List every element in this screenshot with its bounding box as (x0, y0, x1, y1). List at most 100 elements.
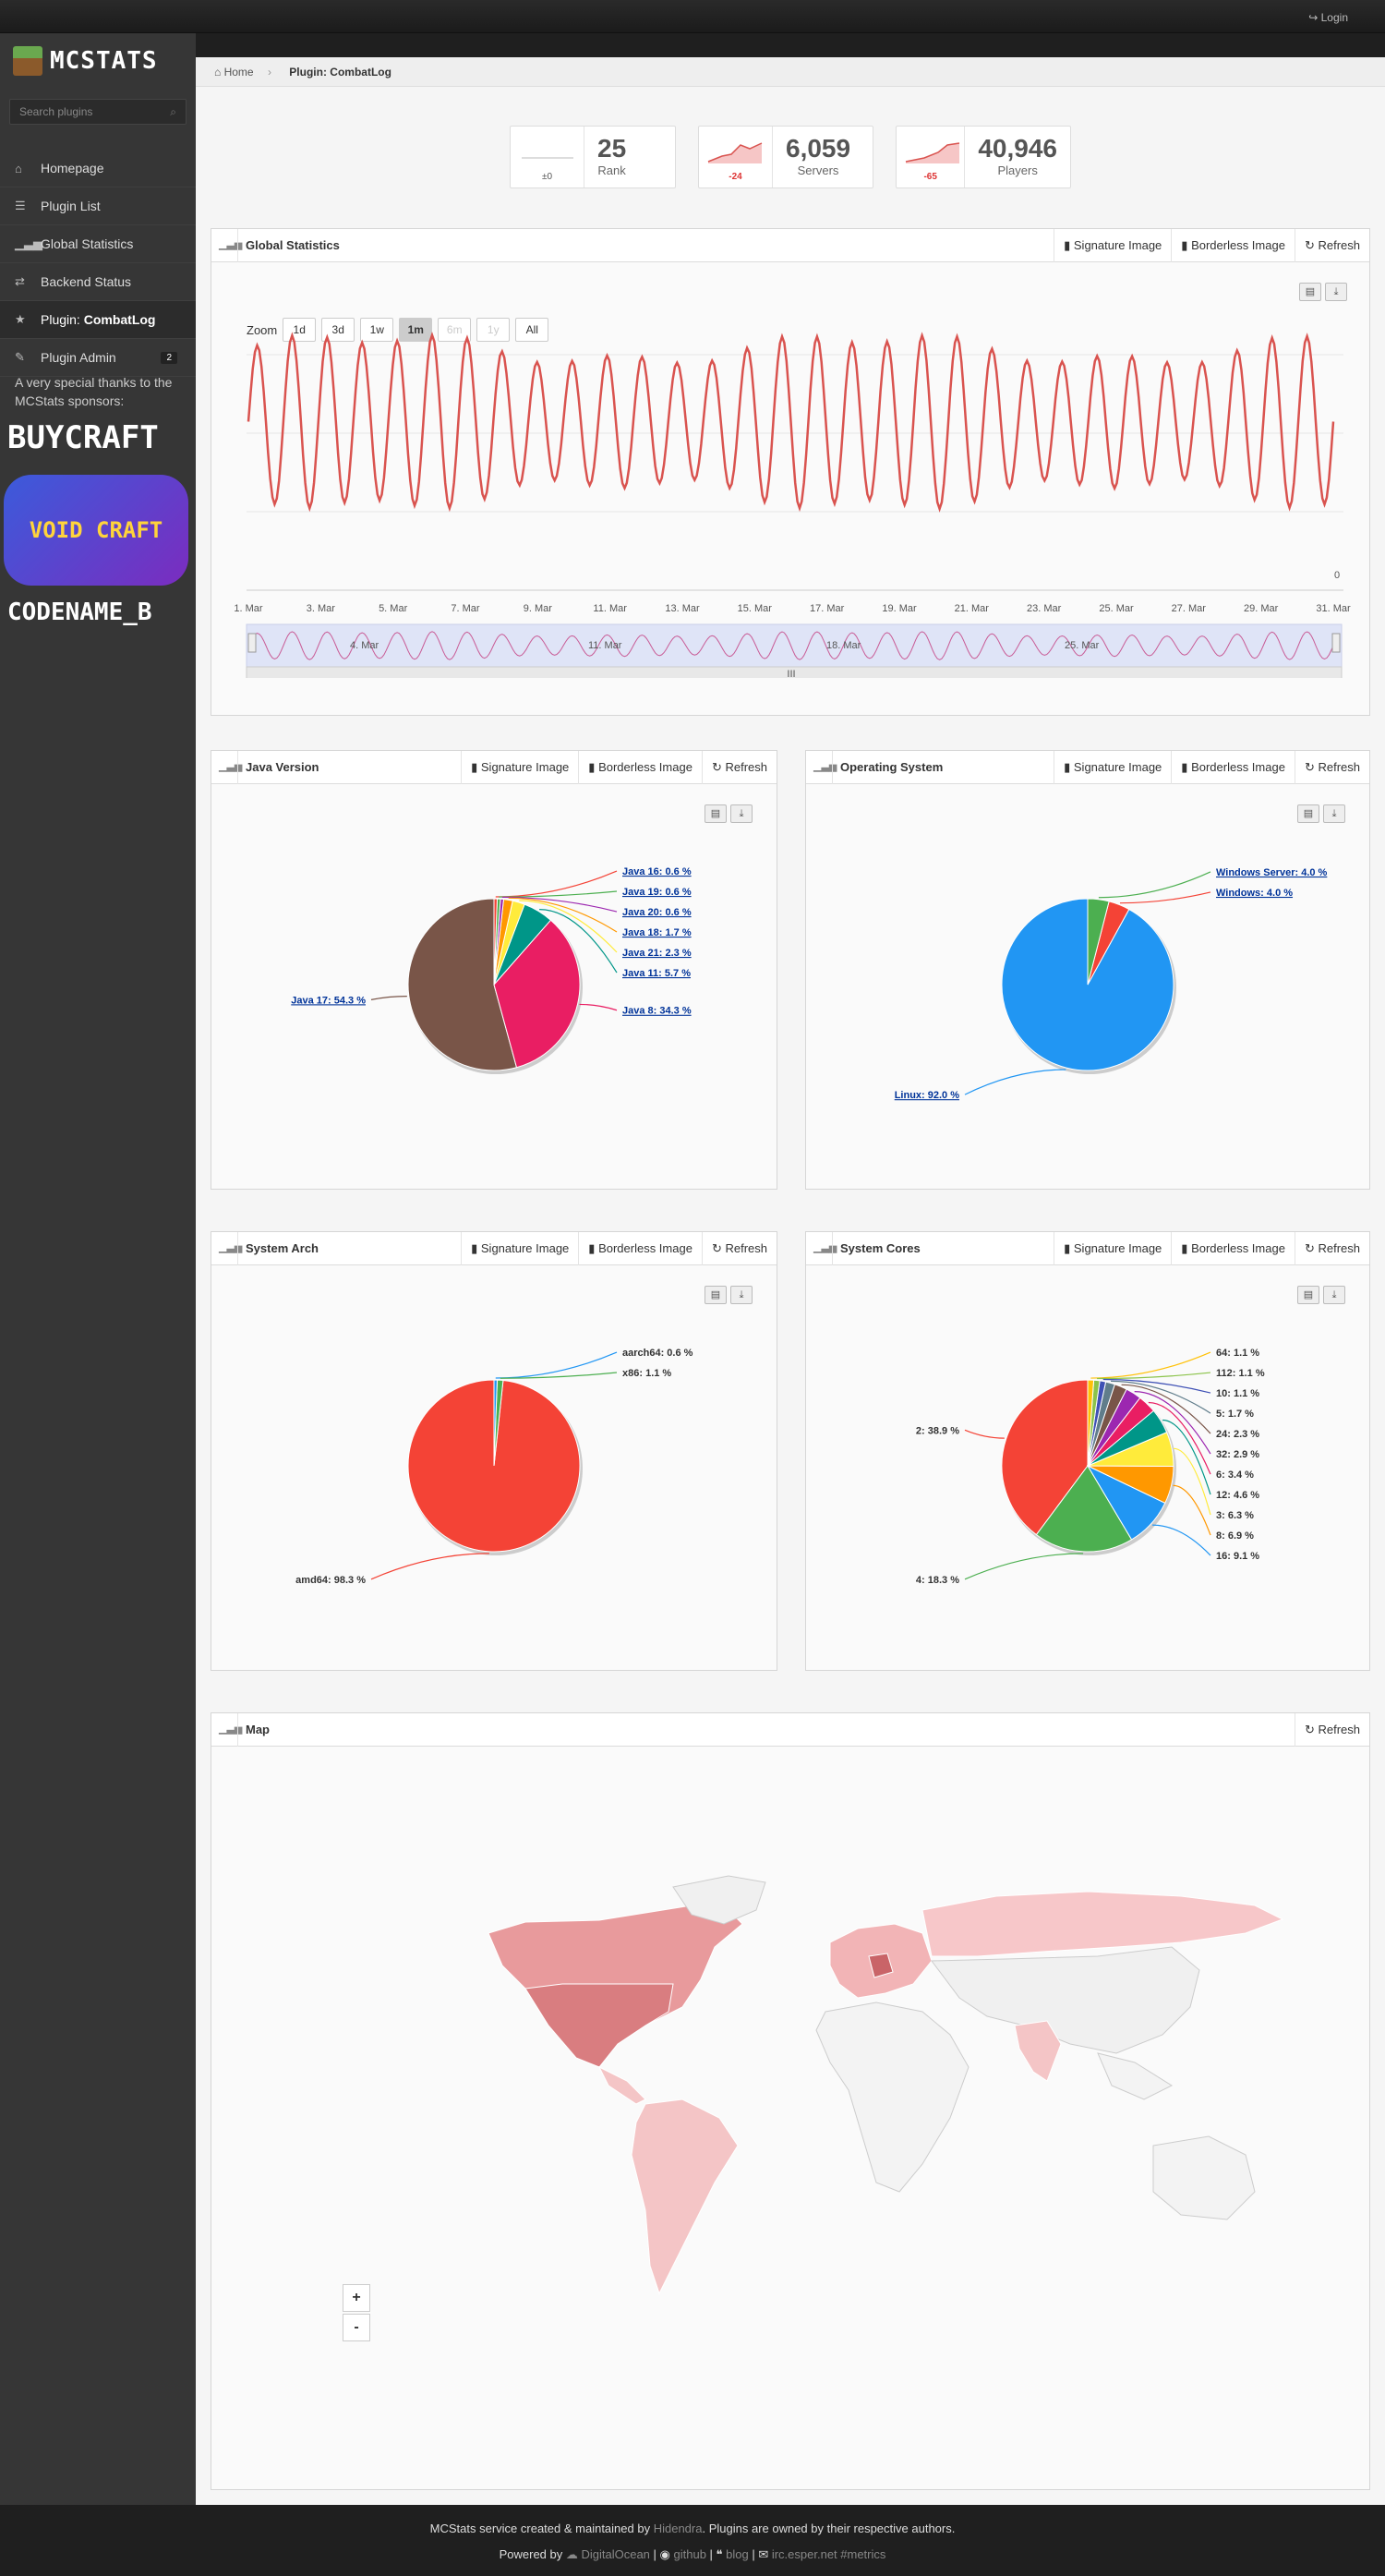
signature-image-button[interactable]: ▮ Signature Image (1054, 751, 1171, 784)
breadcrumb-current: Plugin: CombatLog (289, 66, 391, 79)
australia-region[interactable] (1152, 2135, 1256, 2220)
germany-region[interactable] (868, 1953, 894, 1978)
pie-slice[interactable] (1087, 898, 1110, 986)
system-arch-pie[interactable]: aarch64: 0.6 % x86: 1.1 % amd64: 98.3 % (211, 1267, 777, 1664)
refresh-button[interactable]: ↻ Refresh (1294, 1713, 1369, 1747)
africa-region[interactable] (815, 2002, 970, 2193)
download-icon[interactable]: ⤓ (1323, 1286, 1345, 1304)
players-sparkline: -65 (897, 127, 966, 187)
players-delta: -65 (923, 172, 937, 182)
print-icon[interactable]: ▤ (705, 1286, 727, 1304)
pie-data-label: 16: 9.1 % (1216, 1551, 1259, 1562)
github-link[interactable]: github (673, 2547, 706, 2561)
sidebar-item-global-statistics[interactable]: ▁▃▅ Global Statistics (0, 225, 196, 263)
borderless-image-button[interactable]: ▮ Borderless Image (578, 1232, 702, 1265)
java-version-pie[interactable]: Java 16: 0.6 % Java 19: 0.6 % Java 20: 0.6… (211, 786, 777, 1183)
signature-image-button[interactable]: ▮ Signature Image (461, 751, 578, 784)
sidebar-item-plugin-list[interactable]: ☰ Plugin List (0, 187, 196, 225)
print-icon[interactable]: ▤ (1297, 804, 1319, 823)
south-america-region[interactable] (631, 2098, 739, 2295)
breadcrumb-home[interactable]: Home (223, 66, 254, 79)
mcstats-logo[interactable]: MCSTATS (13, 42, 158, 79)
search-input[interactable]: Search plugins ⌕ (9, 99, 187, 125)
download-icon[interactable]: ⤓ (1325, 283, 1347, 301)
pie-data-label[interactable]: Windows Server: 4.0 % (1216, 867, 1328, 878)
print-icon[interactable]: ▤ (705, 804, 727, 823)
author-link[interactable]: Hidendra (653, 2522, 703, 2535)
zoom-1m-button[interactable]: 1m (399, 318, 433, 342)
pie-slice[interactable] (1001, 1379, 1089, 1536)
refresh-button[interactable]: ↻ Refresh (1294, 229, 1369, 262)
sponsor-voidcraft[interactable]: VOID CRAFT (4, 475, 188, 586)
pie-slice[interactable] (493, 1379, 499, 1467)
borderless-image-button[interactable]: ▮ Borderless Image (1171, 751, 1295, 784)
print-icon[interactable]: ▤ (1299, 283, 1321, 301)
pie-data-label[interactable]: Java 8: 34.3 % (622, 1006, 692, 1017)
operating-system-pie[interactable]: Windows Server: 4.0 % Windows: 4.0 % Linux… (806, 786, 1369, 1183)
sidebar-item-plugin-admin[interactable]: ✎ Plugin Admin 2 (0, 339, 196, 377)
borderless-image-button[interactable]: ▮ Borderless Image (1171, 1232, 1295, 1265)
pie-data-label[interactable]: Java 20: 0.6 % (622, 907, 692, 918)
pie-slice[interactable] (1035, 1465, 1133, 1553)
rank-value: 25 (597, 134, 627, 163)
signature-image-button[interactable]: ▮ Signature Image (1054, 229, 1171, 262)
refresh-button[interactable]: ↻ Refresh (1294, 751, 1369, 784)
pie-slice[interactable] (1087, 1379, 1095, 1467)
navigator-window[interactable] (246, 623, 1343, 673)
pie-data-label[interactable]: Java 18: 1.7 % (622, 927, 692, 938)
refresh-icon: ↻ (1304, 1241, 1319, 1255)
digitalocean-link[interactable]: DigitalOcean (581, 2547, 650, 2561)
zoom-1w-button[interactable]: 1w (360, 318, 394, 342)
world-map[interactable] (211, 1748, 1369, 2487)
print-icon[interactable]: ▤ (1297, 1286, 1319, 1304)
russia-region[interactable] (921, 1891, 1284, 1957)
signature-image-button[interactable]: ▮ Signature Image (1054, 1232, 1171, 1265)
borderless-image-button[interactable]: ▮ Borderless Image (578, 751, 702, 784)
map-zoom-in-button[interactable]: + (343, 2284, 370, 2312)
system-cores-pie[interactable]: 64: 1.1 % 112: 1.1 % 10: 1.1 % 5: 1.7 % 24: … (806, 1267, 1369, 1664)
pie-data-label[interactable]: Java 19: 0.6 % (622, 887, 692, 898)
login-link[interactable]: ↪ Login (1308, 11, 1348, 24)
global-line-chart[interactable]: 0 1. Mar 3. Mar 5. Mar 7. Mar 9. Mar 11. Mar 1… (211, 262, 1369, 678)
pie-data-label[interactable]: Java 11: 5.7 % (622, 968, 691, 979)
sponsor-buycraft[interactable]: BUYCRAFT (7, 419, 159, 456)
signature-image-button[interactable]: ▮ Signature Image (461, 1232, 578, 1265)
download-icon[interactable]: ⤓ (730, 804, 753, 823)
greenland-region[interactable] (672, 1875, 766, 1925)
map-zoom-out-button[interactable]: - (343, 2314, 370, 2341)
navigator-left-handle[interactable] (247, 633, 257, 653)
scrollbar-grip-icon[interactable]: III (787, 669, 795, 678)
pie-data-label[interactable]: Windows: 4.0 % (1216, 888, 1293, 899)
sidebar-item-backend-status[interactable]: ⇄ Backend Status (0, 263, 196, 301)
usa-region[interactable] (524, 1983, 674, 2068)
download-icon[interactable]: ⤓ (730, 1286, 753, 1304)
pie-slice[interactable] (493, 898, 499, 986)
pie-data-label[interactable]: Java 16: 0.6 % (622, 866, 692, 877)
zoom-all-button[interactable]: All (515, 318, 549, 342)
navigator-right-handle[interactable] (1331, 633, 1341, 653)
asia-region[interactable] (931, 1946, 1200, 2054)
central-america-region[interactable] (597, 2065, 646, 2105)
zoom-1d-button[interactable]: 1d (283, 318, 317, 342)
pie-data-label[interactable]: Java 21: 2.3 % (622, 948, 692, 959)
india-region[interactable] (1014, 2020, 1062, 2082)
download-icon[interactable]: ⤓ (1323, 804, 1345, 823)
sidebar-item-homepage[interactable]: ⌂ Homepage (0, 150, 196, 187)
refresh-button[interactable]: ↻ Refresh (1294, 1232, 1369, 1265)
chevron-right-icon: › (267, 66, 271, 79)
x-tick-label: 23. Mar (1027, 603, 1062, 614)
widget-title: System Cores (832, 1232, 921, 1265)
sidebar-item-plugin-combatlog[interactable]: ★ Plugin: CombatLog (0, 301, 196, 339)
pie-slice[interactable] (493, 919, 581, 1069)
navigator-scrollbar[interactable] (246, 666, 1343, 678)
pie-data-label[interactable]: Linux: 92.0 % (895, 1090, 960, 1101)
irc-link[interactable]: irc.esper.net #metrics (771, 2547, 886, 2561)
refresh-button[interactable]: ↻ Refresh (701, 1232, 777, 1265)
southeast-asia-region[interactable] (1097, 2052, 1174, 2100)
refresh-button[interactable]: ↻ Refresh (701, 751, 777, 784)
sponsor-codename-b[interactable]: CODENAME_B (7, 599, 152, 626)
borderless-image-button[interactable]: ▮ Borderless Image (1171, 229, 1295, 262)
pie-data-label[interactable]: Java 17: 54.3 % (291, 995, 366, 1006)
blog-link[interactable]: blog (726, 2547, 749, 2561)
pie-slice[interactable] (407, 898, 518, 1071)
